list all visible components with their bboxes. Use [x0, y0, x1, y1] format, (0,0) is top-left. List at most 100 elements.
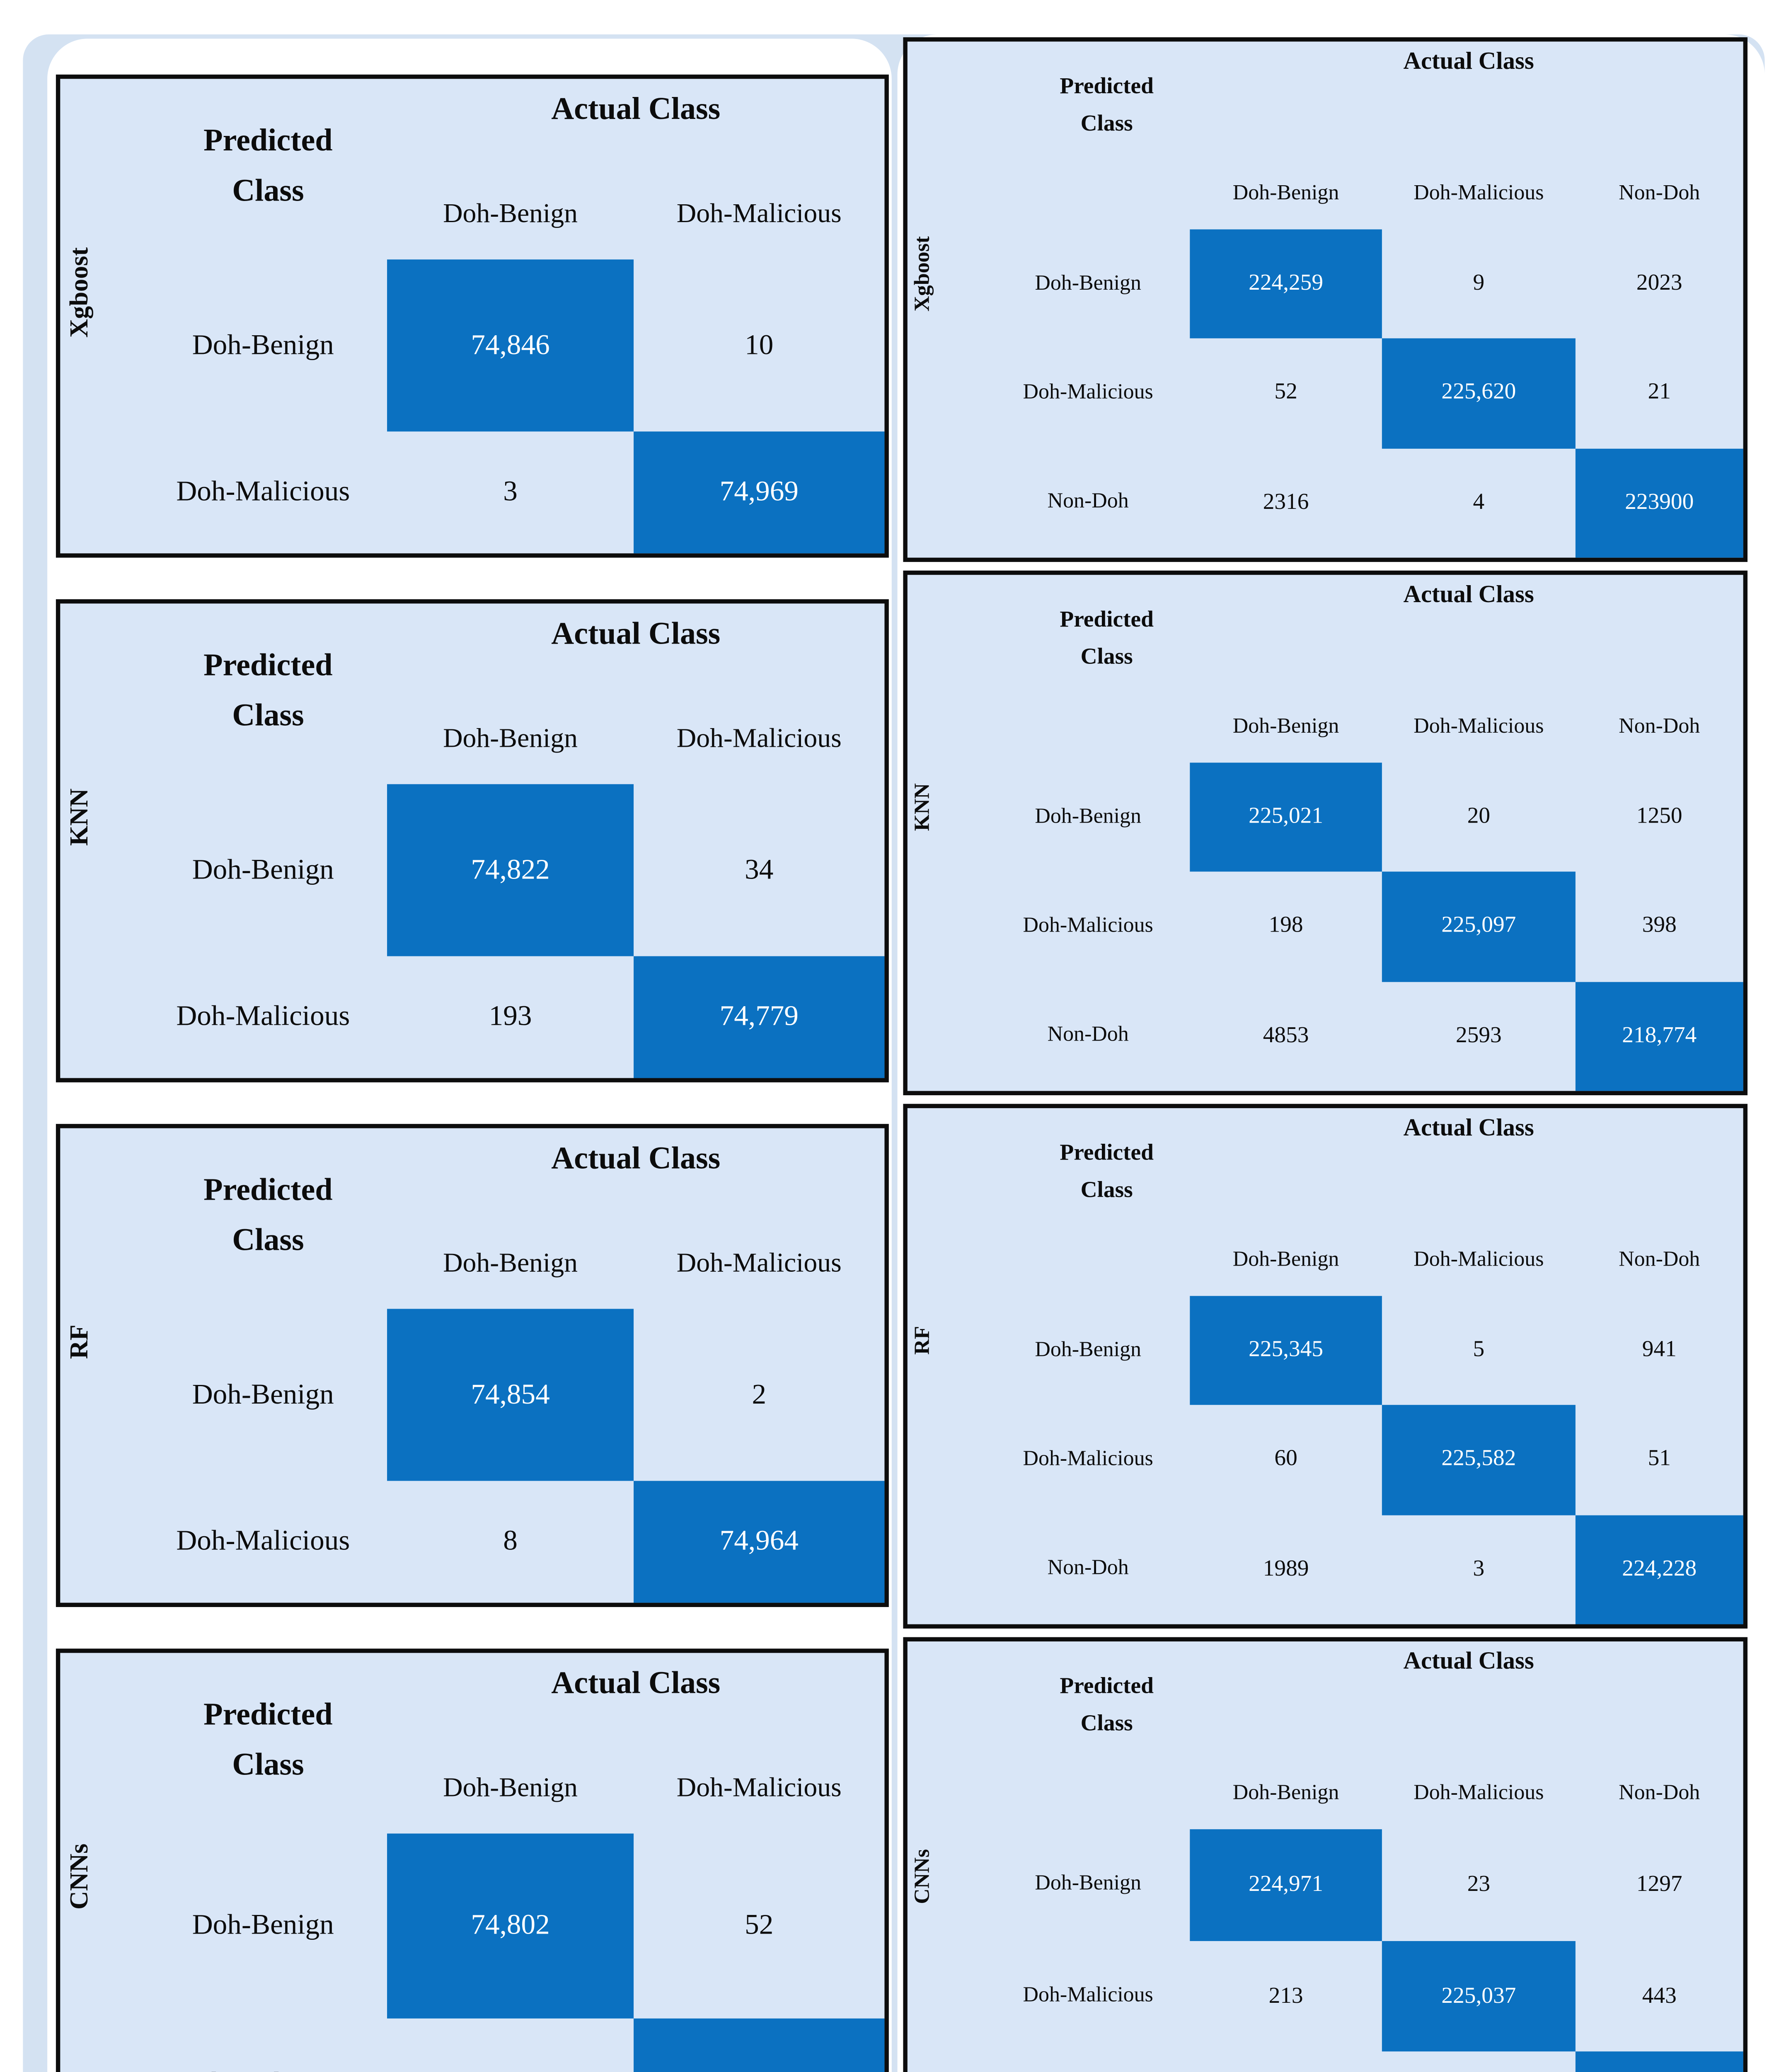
- row-header-non-doh: Non-Doh: [1047, 1024, 1129, 1047]
- matrix-cell: 4: [1473, 490, 1485, 515]
- matrix-row-doh-malicious: Doh-Malicious 213 225,037 443: [908, 1940, 1743, 2052]
- matrix-row-non-doh: Non-Doh 2316 4 223900: [908, 448, 1743, 558]
- matrix-row-doh-malicious: Doh-Malicious 3 74,969: [60, 432, 885, 554]
- column-header-non-doh: Non-Doh: [1619, 715, 1700, 738]
- column-header-doh-malicious: Doh-Malicious: [676, 1773, 842, 1803]
- matrix-row-doh-malicious: Doh-Malicious 60 225,582 51: [908, 1405, 1743, 1515]
- matrix-cell: 941: [1642, 1338, 1677, 1362]
- column-header-spacer: [60, 1773, 387, 1805]
- column-b-panels: Xgboost Actual Class Predicted Class Doh…: [903, 37, 1748, 2072]
- predicted-label-line2: Class: [232, 1221, 304, 1257]
- predicted-label-line1: Predicted: [203, 122, 333, 158]
- matrix-cell-diagonal: 218,719: [1575, 2052, 1743, 2072]
- column-header-doh-benign: Doh-Benign: [1232, 1782, 1339, 1805]
- predicted-class-axis-label: Predicted Class: [146, 1696, 390, 1783]
- predicted-class-axis-label: Predicted Class: [1014, 1140, 1200, 1204]
- predicted-label-line1: Predicted: [1060, 74, 1154, 99]
- row-header-doh-benign: Doh-Benign: [1035, 272, 1141, 295]
- column-headers-row: Doh-Benign Doh-Malicious Non-Doh: [908, 1782, 1743, 1806]
- matrix-cell-true-positive: 74,854: [387, 1309, 634, 1481]
- predicted-label-line2: Class: [1080, 111, 1133, 136]
- actual-class-axis-label: Actual Class: [551, 90, 721, 126]
- matrix-cell-diagonal: 225,582: [1382, 1405, 1576, 1515]
- matrix-cell-diagonal: 224,971: [1190, 1829, 1382, 1941]
- column-header-spacer: [60, 1249, 387, 1280]
- row-header-doh-benign: Doh-Benign: [1035, 805, 1141, 828]
- row-header-doh-benign: Doh-Benign: [1035, 1338, 1141, 1362]
- matrix-rows: Doh-Benign 74,822 34 Doh-Malicious 193 7…: [60, 784, 885, 1078]
- row-header-doh-malicious: Doh-Malicious: [176, 1001, 350, 1033]
- row-header-non-doh: Non-Doh: [908, 2052, 1190, 2072]
- matrix-cell: 4853: [1263, 1023, 1309, 1048]
- predicted-class-axis-label: Predicted Class: [146, 122, 390, 209]
- column-header-spacer: [908, 1782, 1190, 1806]
- column-header-doh-benign: Doh-Benign: [1232, 182, 1339, 205]
- column-header-spacer: [60, 199, 387, 231]
- matrix-row-doh-malicious: Doh-Malicious 8 74,964: [60, 1481, 885, 1603]
- row-header-doh-malicious: Doh-Malicious: [1023, 1447, 1153, 1471]
- column-headers-row: Doh-Benign Doh-Malicious: [60, 724, 884, 755]
- row-header-doh-benign: Doh-Benign: [192, 1378, 334, 1410]
- row-header-doh-benign: Doh-Benign: [192, 329, 334, 361]
- column-header-doh-malicious: Doh-Malicious: [676, 1249, 842, 1279]
- confusion-matrix-panel-3class: CNNs Actual Class Predicted Class Doh-Be…: [903, 1637, 1748, 2072]
- column-header-doh-benign: Doh-Benign: [443, 1249, 578, 1279]
- matrix-row-doh-benign: Doh-Benign 74,822 34: [60, 784, 884, 957]
- matrix-rows: Doh-Benign 224,971 23 1297 Doh-Malicious…: [908, 1829, 1743, 2072]
- row-header-non-doh: Non-Doh: [1047, 491, 1129, 514]
- matrix-cell-true-negative: 74,964: [634, 1481, 885, 1603]
- matrix-cell-true-positive: 74,846: [387, 259, 634, 432]
- predicted-label-line2: Class: [1080, 1711, 1133, 1736]
- predicted-label-line1: Predicted: [1060, 608, 1154, 632]
- column-header-non-doh: Non-Doh: [1619, 182, 1700, 205]
- matrix-rows: Doh-Benign 74,854 2 Doh-Malicious 8 74,9…: [60, 1309, 885, 1603]
- predicted-label-line2: Class: [232, 697, 304, 733]
- confusion-matrix-panel-3class: Xgboost Actual Class Predicted Class Doh…: [903, 37, 1748, 562]
- row-header-doh-malicious: Doh-Malicious: [60, 2019, 387, 2072]
- matrix-cell: 1989: [1263, 1556, 1309, 1581]
- matrix-rows: Doh-Benign 224,259 9 2023 Doh-Malicious …: [908, 229, 1743, 558]
- column-headers-row: Doh-Benign Doh-Malicious: [60, 1773, 884, 1805]
- matrix-cell-true-positive: 74,802: [387, 1833, 634, 2019]
- matrix-cell: 3: [503, 476, 518, 508]
- row-header-doh-malicious: Doh-Malicious: [176, 1525, 350, 1557]
- matrix-cell: 9: [1473, 271, 1485, 296]
- row-header-doh-malicious: Doh-Malicious: [176, 476, 350, 508]
- column-header-doh-malicious: Doh-Malicious: [1414, 715, 1544, 738]
- column-headers-row: Doh-Benign Doh-Malicious: [60, 1249, 884, 1280]
- confusion-matrix-panel-binary: CNNs Actual Class Predicted Class Doh-Be…: [56, 1648, 889, 2072]
- predicted-label-line2: Class: [232, 172, 304, 208]
- matrix-cell: 2593: [1456, 1023, 1502, 1048]
- matrix-cell: 198: [1268, 914, 1303, 939]
- matrix-row-doh-benign: Doh-Benign 74,802 52: [60, 1833, 884, 2019]
- matrix-cell: 21: [1648, 380, 1671, 405]
- confusion-matrix-panel-binary: Xgboost Actual Class Predicted Class Doh…: [56, 74, 889, 558]
- matrix-cell-diagonal: 225,345: [1190, 1296, 1382, 1406]
- matrix-cell: 2316: [1263, 490, 1309, 515]
- row-header-doh-benign: Doh-Benign: [1035, 1873, 1141, 1896]
- predicted-label-line1: Predicted: [1060, 1141, 1154, 1166]
- matrix-row-non-doh: Non-Doh 4853 2593 218,774: [908, 981, 1743, 1091]
- matrix-cell: 2: [752, 1378, 767, 1410]
- column-header-spacer: [908, 715, 1190, 740]
- column-header-non-doh: Non-Doh: [1619, 1249, 1700, 1272]
- matrix-row-non-doh: Non-Doh 1989 3 224,228: [908, 1515, 1743, 1624]
- predicted-label-line2: Class: [1080, 1178, 1133, 1203]
- matrix-cell: 1297: [1636, 1872, 1682, 1897]
- actual-class-axis-label: Actual Class: [1403, 47, 1534, 75]
- predicted-label-line1: Predicted: [1060, 1674, 1154, 1699]
- column-header-non-doh: Non-Doh: [1619, 1782, 1700, 1805]
- matrix-row-doh-malicious: Doh-Malicious 198 225,097 398: [908, 872, 1743, 982]
- matrix-cell: 398: [1642, 914, 1677, 939]
- actual-class-axis-label: Actual Class: [1403, 1113, 1534, 1141]
- matrix-cell: 443: [1642, 1983, 1677, 2008]
- matrix-cell: 193: [489, 1001, 532, 1033]
- row-header-doh-malicious: Doh-Malicious: [1023, 1984, 1153, 2007]
- row-header-doh-benign: Doh-Benign: [192, 854, 334, 886]
- actual-class-axis-label: Actual Class: [551, 615, 721, 651]
- column-header-spacer: [60, 724, 387, 755]
- column-header-doh-benign: Doh-Benign: [1232, 715, 1339, 738]
- column-a-panels: Xgboost Actual Class Predicted Class Doh…: [56, 74, 889, 2072]
- matrix-cell: 20: [1467, 804, 1491, 829]
- matrix-cell: 4868: [1190, 2052, 1382, 2072]
